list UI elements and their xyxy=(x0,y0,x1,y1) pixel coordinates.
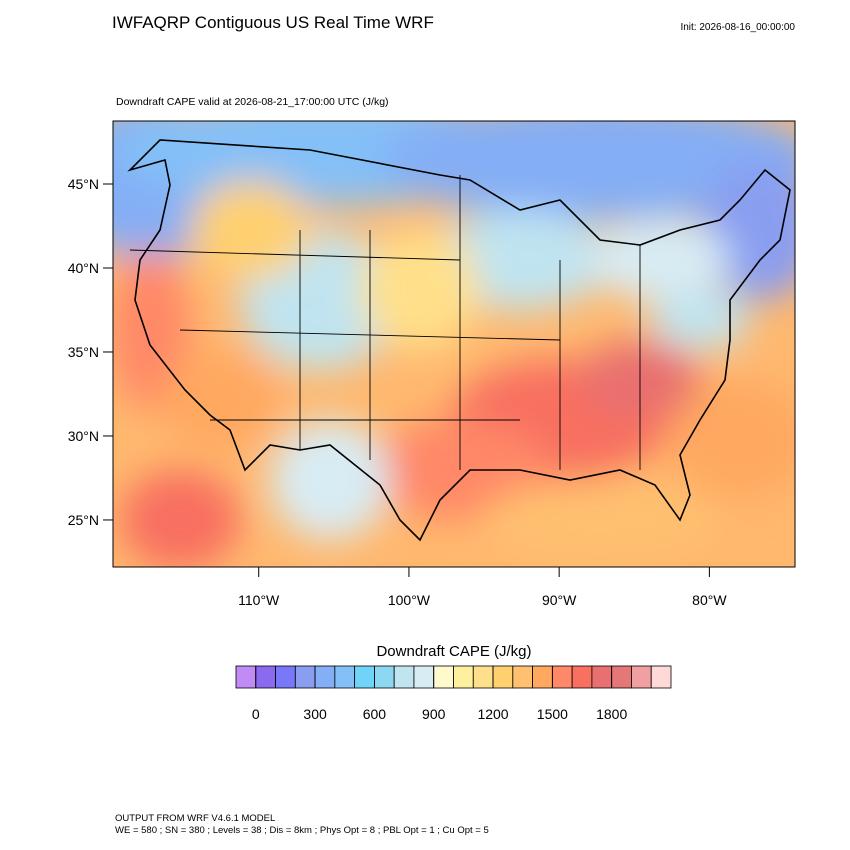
y-tick-label: 40°N xyxy=(68,260,99,276)
footer-line: WE = 580 ; SN = 380 ; Levels = 38 ; Dis … xyxy=(115,825,489,836)
x-tick-label: 100°W xyxy=(388,592,431,608)
colorbar-tick-label: 1500 xyxy=(537,706,568,722)
colorbar-box xyxy=(433,665,454,689)
colorbar-box xyxy=(354,665,375,689)
colorbar-title: Downdraft CAPE (J/kg) xyxy=(376,643,531,660)
colorbar-tick-label: 1800 xyxy=(596,706,627,722)
y-tick-label: 35°N xyxy=(68,344,99,360)
colorbar-box xyxy=(650,665,672,689)
map-frame xyxy=(112,120,796,568)
footer-line: OUTPUT FROM WRF V4.6.1 MODEL xyxy=(115,813,275,824)
colorbar-box xyxy=(314,665,336,689)
colorbar-box xyxy=(512,665,533,689)
colorbar-tick-label: 1200 xyxy=(477,706,508,722)
colorbar-box xyxy=(472,665,494,689)
colorbar-tick-label: 0 xyxy=(252,706,260,722)
map-field xyxy=(113,121,795,567)
colorbar-box xyxy=(551,665,573,689)
colorbar-box xyxy=(591,665,613,689)
state-borders xyxy=(129,175,641,470)
colorbar-box xyxy=(374,665,395,689)
colorbar-box xyxy=(631,665,652,689)
us-outline xyxy=(127,139,791,542)
colorbar-box xyxy=(453,665,474,689)
init-time: Init: 2026-08-16_00:00:00 xyxy=(680,22,795,33)
colorbar-tick-label: 600 xyxy=(363,706,387,722)
colorbar-box xyxy=(393,665,415,689)
colorbar-box xyxy=(334,665,356,689)
colorbar-box xyxy=(413,665,435,689)
subtitle: Downdraft CAPE valid at 2026-08-21_17:00… xyxy=(116,96,389,108)
title: IWFAQRP Contiguous US Real Time WRF xyxy=(112,13,434,32)
colorbar-box xyxy=(571,665,593,689)
colorbar-box xyxy=(532,665,553,689)
colorbar-box xyxy=(611,665,632,689)
colorbar-box xyxy=(235,665,257,689)
x-tick-label: 110°W xyxy=(238,592,280,608)
y-tick-label: 45°N xyxy=(68,176,99,192)
colorbar-tick-label: 300 xyxy=(303,706,327,722)
x-tick-label: 90°W xyxy=(542,592,577,608)
x-tick-label: 80°W xyxy=(692,592,727,608)
colorbar-tick-label: 900 xyxy=(422,706,446,722)
y-tick-label: 25°N xyxy=(68,512,99,528)
colorbar-box xyxy=(255,665,276,689)
colorbar-box xyxy=(294,665,316,689)
colorbar-box xyxy=(275,665,296,689)
y-tick-label: 30°N xyxy=(68,428,99,444)
colorbar-box xyxy=(492,665,514,689)
